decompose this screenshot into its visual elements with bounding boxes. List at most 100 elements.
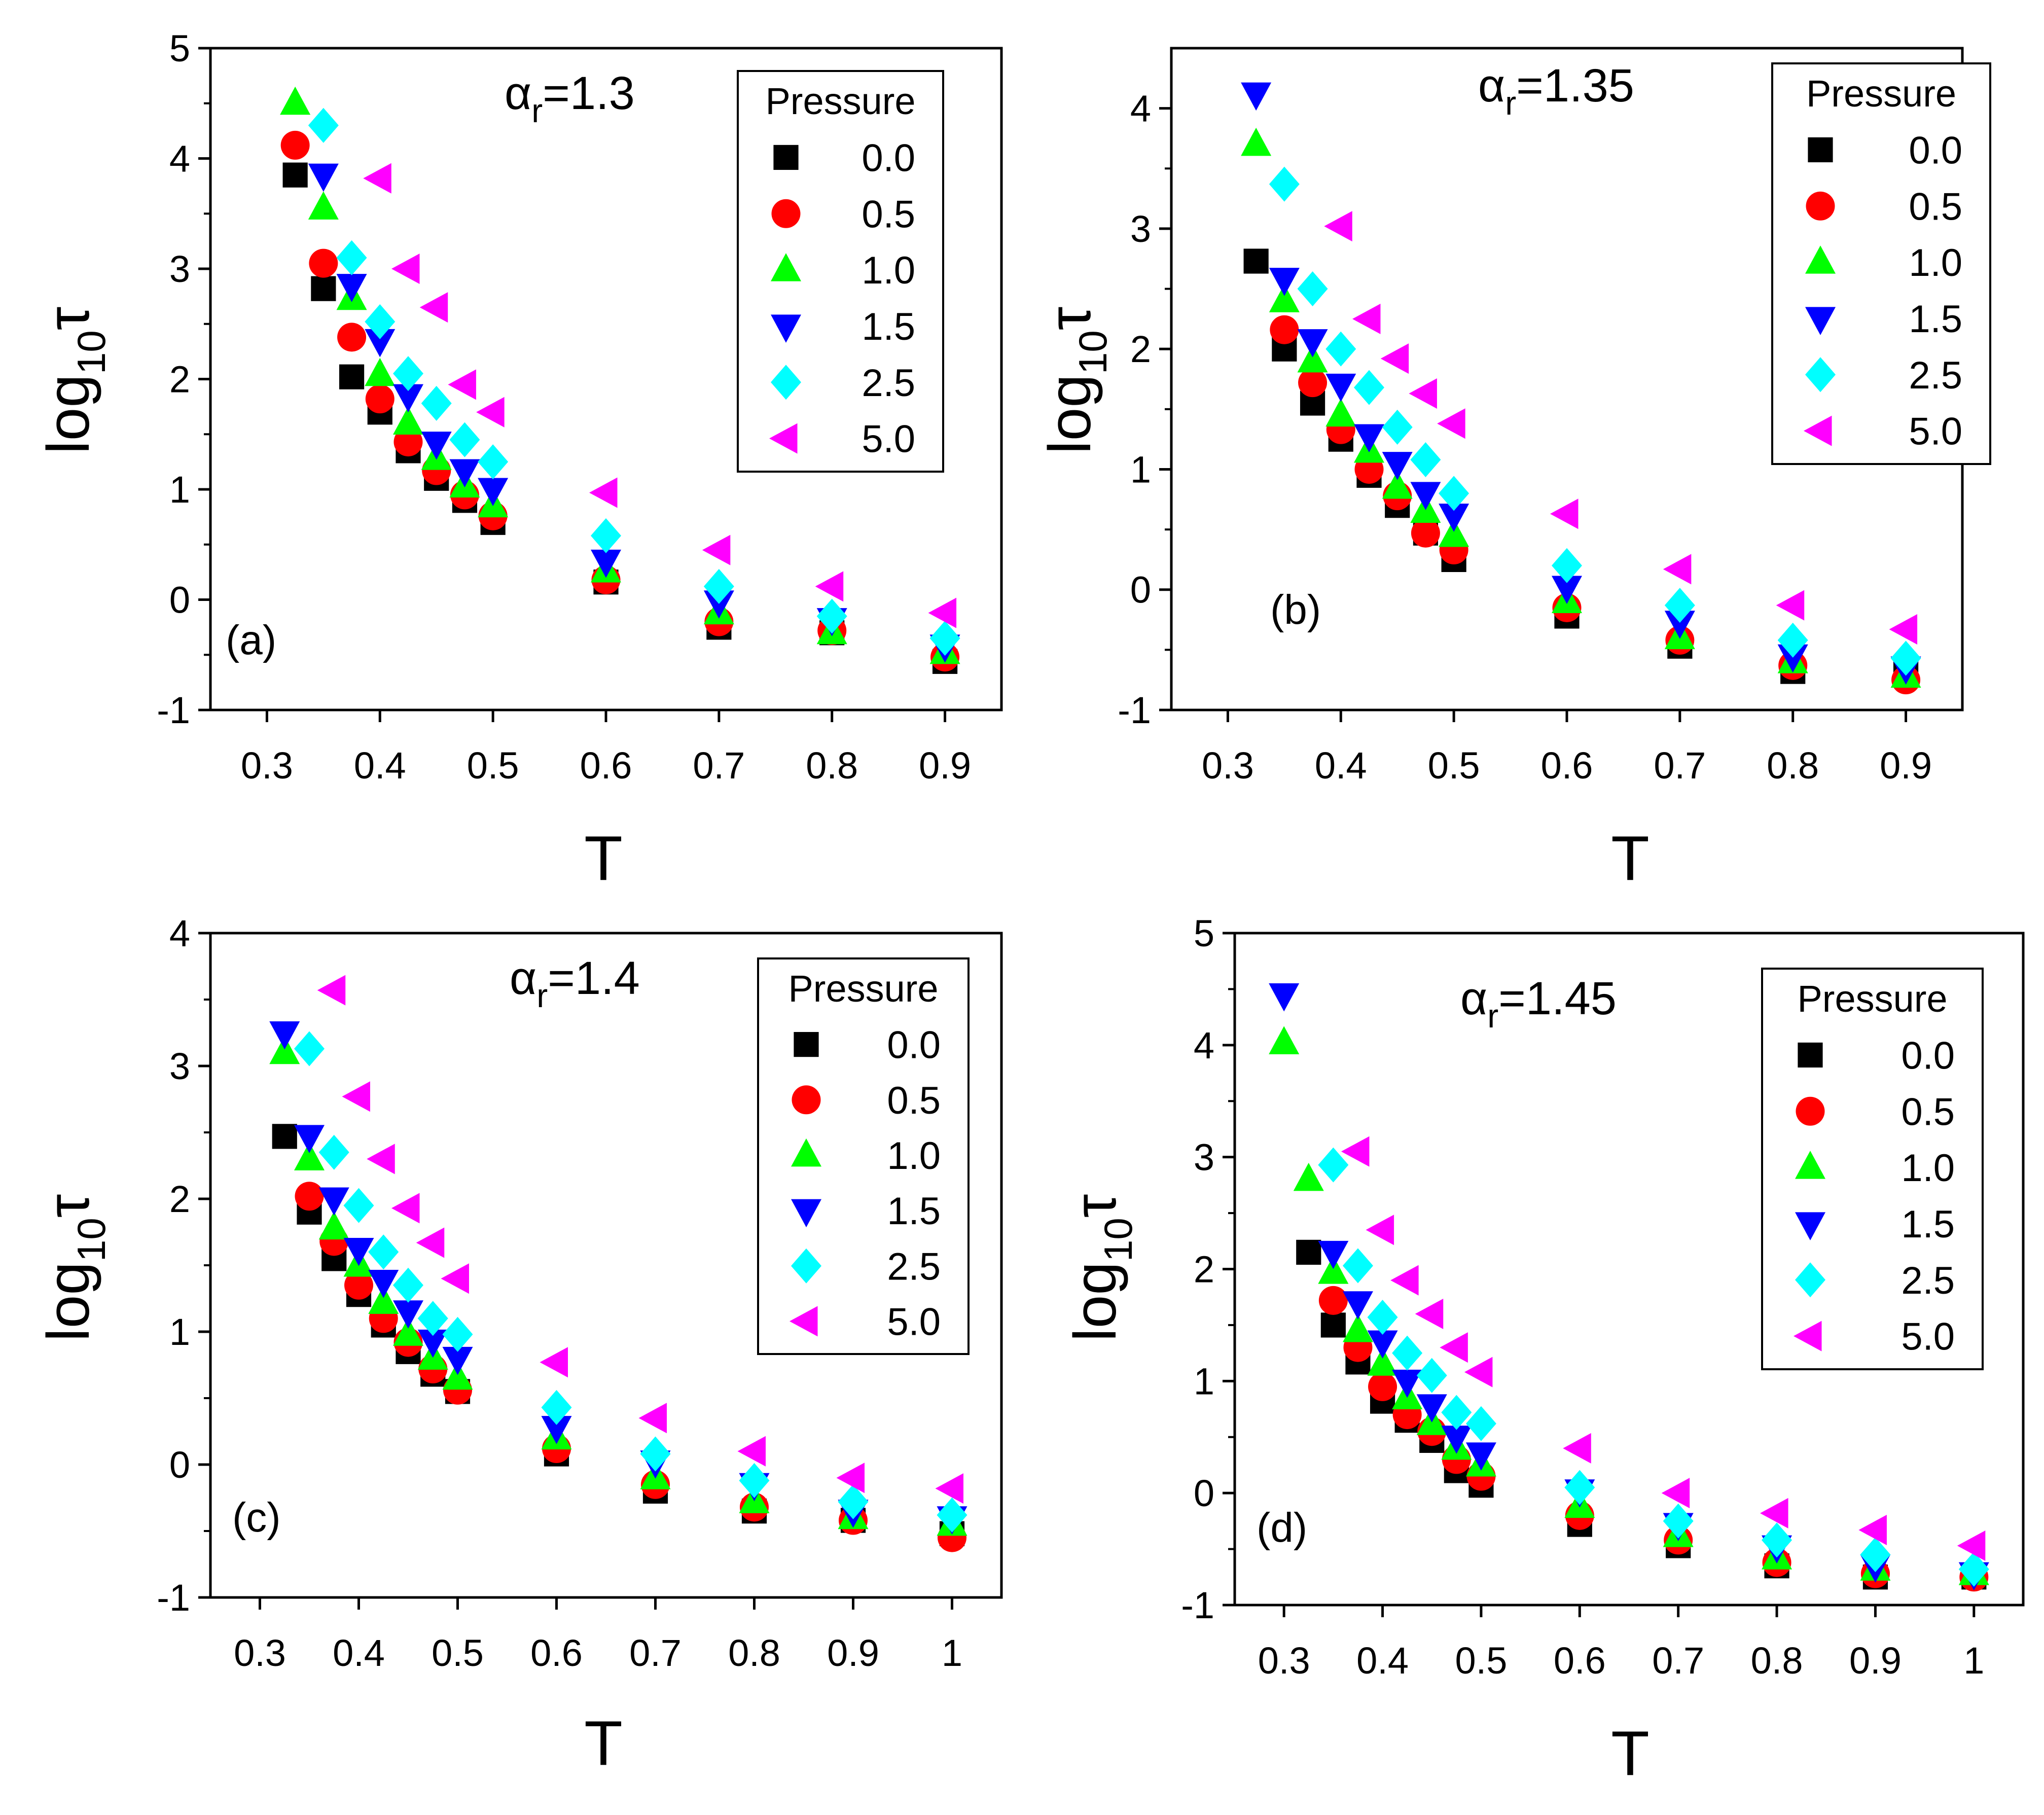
data-point xyxy=(1269,284,1300,312)
data-point xyxy=(1366,1215,1394,1245)
x-tick-label: 0.3 xyxy=(241,744,293,787)
data-point xyxy=(1325,331,1356,367)
green-triangle-up-marker-icon xyxy=(1805,245,1836,274)
data-point xyxy=(368,1234,399,1270)
data-point xyxy=(1243,248,1269,274)
black-square-marker-icon xyxy=(1798,1042,1823,1068)
data-point xyxy=(1380,343,1409,374)
data-point xyxy=(317,975,346,1006)
y-tick-label: 3 xyxy=(1194,1136,1214,1179)
x-tick-label: 0.5 xyxy=(1428,744,1480,787)
legend-box xyxy=(1771,62,1991,465)
alpha-annotation: αr=1.3 xyxy=(505,67,635,129)
alpha-annotation: αr=1.45 xyxy=(1460,973,1617,1035)
y-tick-label: 0 xyxy=(1130,569,1151,611)
y-tick-label: 2 xyxy=(1194,1249,1214,1291)
data-point xyxy=(393,1318,423,1346)
data-point xyxy=(1320,1312,1346,1338)
data-point xyxy=(391,254,420,284)
data-point xyxy=(417,1329,448,1358)
legend-entry-label: 0.5 xyxy=(887,1079,941,1122)
legend-entry-label: 0.5 xyxy=(862,193,915,236)
data-point xyxy=(1663,554,1692,585)
x-tick-label: 0.3 xyxy=(1202,744,1254,787)
y-tick-label: 3 xyxy=(169,248,190,290)
data-point xyxy=(1958,1551,1989,1587)
y-tick-label: -1 xyxy=(1118,689,1151,731)
series-pressure-2-5 xyxy=(308,108,960,656)
green-triangle-up-marker-icon xyxy=(1795,1151,1825,1179)
data-point xyxy=(638,1403,667,1434)
data-point xyxy=(294,1142,325,1170)
data-point xyxy=(1342,1291,1373,1320)
y-axis-title-symbol: τ xyxy=(1062,1194,1129,1218)
legend-entry-label: 5.0 xyxy=(1909,410,1962,453)
data-point xyxy=(269,1036,300,1064)
blue-triangle-down-marker-icon xyxy=(771,314,801,343)
legend-title: Pressure xyxy=(1806,73,1956,115)
data-point xyxy=(1241,82,1272,111)
data-point xyxy=(393,384,423,413)
data-point xyxy=(367,1144,395,1175)
y-axis-title-symbol: τ xyxy=(35,1194,102,1218)
data-point xyxy=(1297,271,1328,307)
data-point xyxy=(336,240,367,275)
legend-entry-label: 1.0 xyxy=(887,1134,941,1178)
data-point xyxy=(1441,1426,1472,1454)
legend-entry-label: 1.5 xyxy=(1909,298,1962,341)
legend-entry-label: 1.5 xyxy=(862,305,915,348)
y-tick-label: 2 xyxy=(169,1178,190,1220)
legend-title: Pressure xyxy=(788,968,938,1010)
y-axis-title-subscript: 10 xyxy=(1070,330,1115,374)
panel-label: (b) xyxy=(1270,587,1321,633)
x-tick-label: 0.7 xyxy=(1652,1640,1704,1682)
legend-entry-label: 1.5 xyxy=(1901,1203,1955,1246)
legend: Pressure 0.0 0.5 1.0 1.5 2.5 5.0 xyxy=(1771,62,1991,465)
x-tick-label: 0.6 xyxy=(580,744,632,787)
y-tick-label: 2 xyxy=(169,359,190,401)
data-point xyxy=(1324,211,1352,242)
data-point xyxy=(1465,1442,1496,1471)
data-point xyxy=(280,86,311,115)
data-point xyxy=(1382,471,1413,499)
data-point xyxy=(342,1081,370,1112)
red-circle-marker-icon xyxy=(771,199,801,228)
legend: Pressure 0.0 0.5 1.0 1.5 2.5 5.0 xyxy=(1761,968,1984,1370)
legend-box xyxy=(737,70,944,473)
data-point xyxy=(295,1182,324,1211)
legend-entry-label: 2.5 xyxy=(1909,354,1962,397)
x-axis-title: T xyxy=(584,1709,623,1778)
data-point xyxy=(1762,1522,1792,1558)
legend-entry-label: 1.0 xyxy=(1901,1147,1955,1190)
data-point xyxy=(1550,499,1579,529)
series-pressure-5-0 xyxy=(317,975,963,1504)
data-point xyxy=(280,130,310,160)
data-point xyxy=(365,384,395,414)
red-circle-marker-icon xyxy=(792,1085,821,1115)
y-tick-label: 4 xyxy=(1194,1024,1214,1066)
legend-box xyxy=(1761,968,1984,1370)
legend-title: Pressure xyxy=(1797,978,1947,1020)
x-tick-label: 0.6 xyxy=(1554,1640,1606,1682)
data-point xyxy=(541,1390,572,1425)
data-point xyxy=(336,274,367,302)
data-point xyxy=(1296,1239,1321,1265)
data-point xyxy=(1382,409,1413,445)
data-point xyxy=(591,549,621,578)
data-point xyxy=(421,432,452,460)
data-point xyxy=(344,1270,373,1300)
blue-triangle-down-marker-icon xyxy=(1805,307,1836,335)
data-point xyxy=(739,1463,770,1498)
y-axis-title-subscript: 10 xyxy=(69,1218,114,1262)
data-point xyxy=(368,1269,399,1298)
y-axis-title-symbol: τ xyxy=(35,307,102,331)
data-point xyxy=(442,1361,473,1390)
y-axis-title-base: log xyxy=(1036,374,1103,454)
data-point xyxy=(1318,1147,1349,1183)
data-point xyxy=(1367,1330,1398,1359)
data-point xyxy=(1439,504,1469,532)
blue-triangle-down-marker-icon xyxy=(1795,1212,1825,1240)
data-point xyxy=(391,1193,420,1224)
blue-triangle-down-marker-icon xyxy=(791,1199,821,1228)
